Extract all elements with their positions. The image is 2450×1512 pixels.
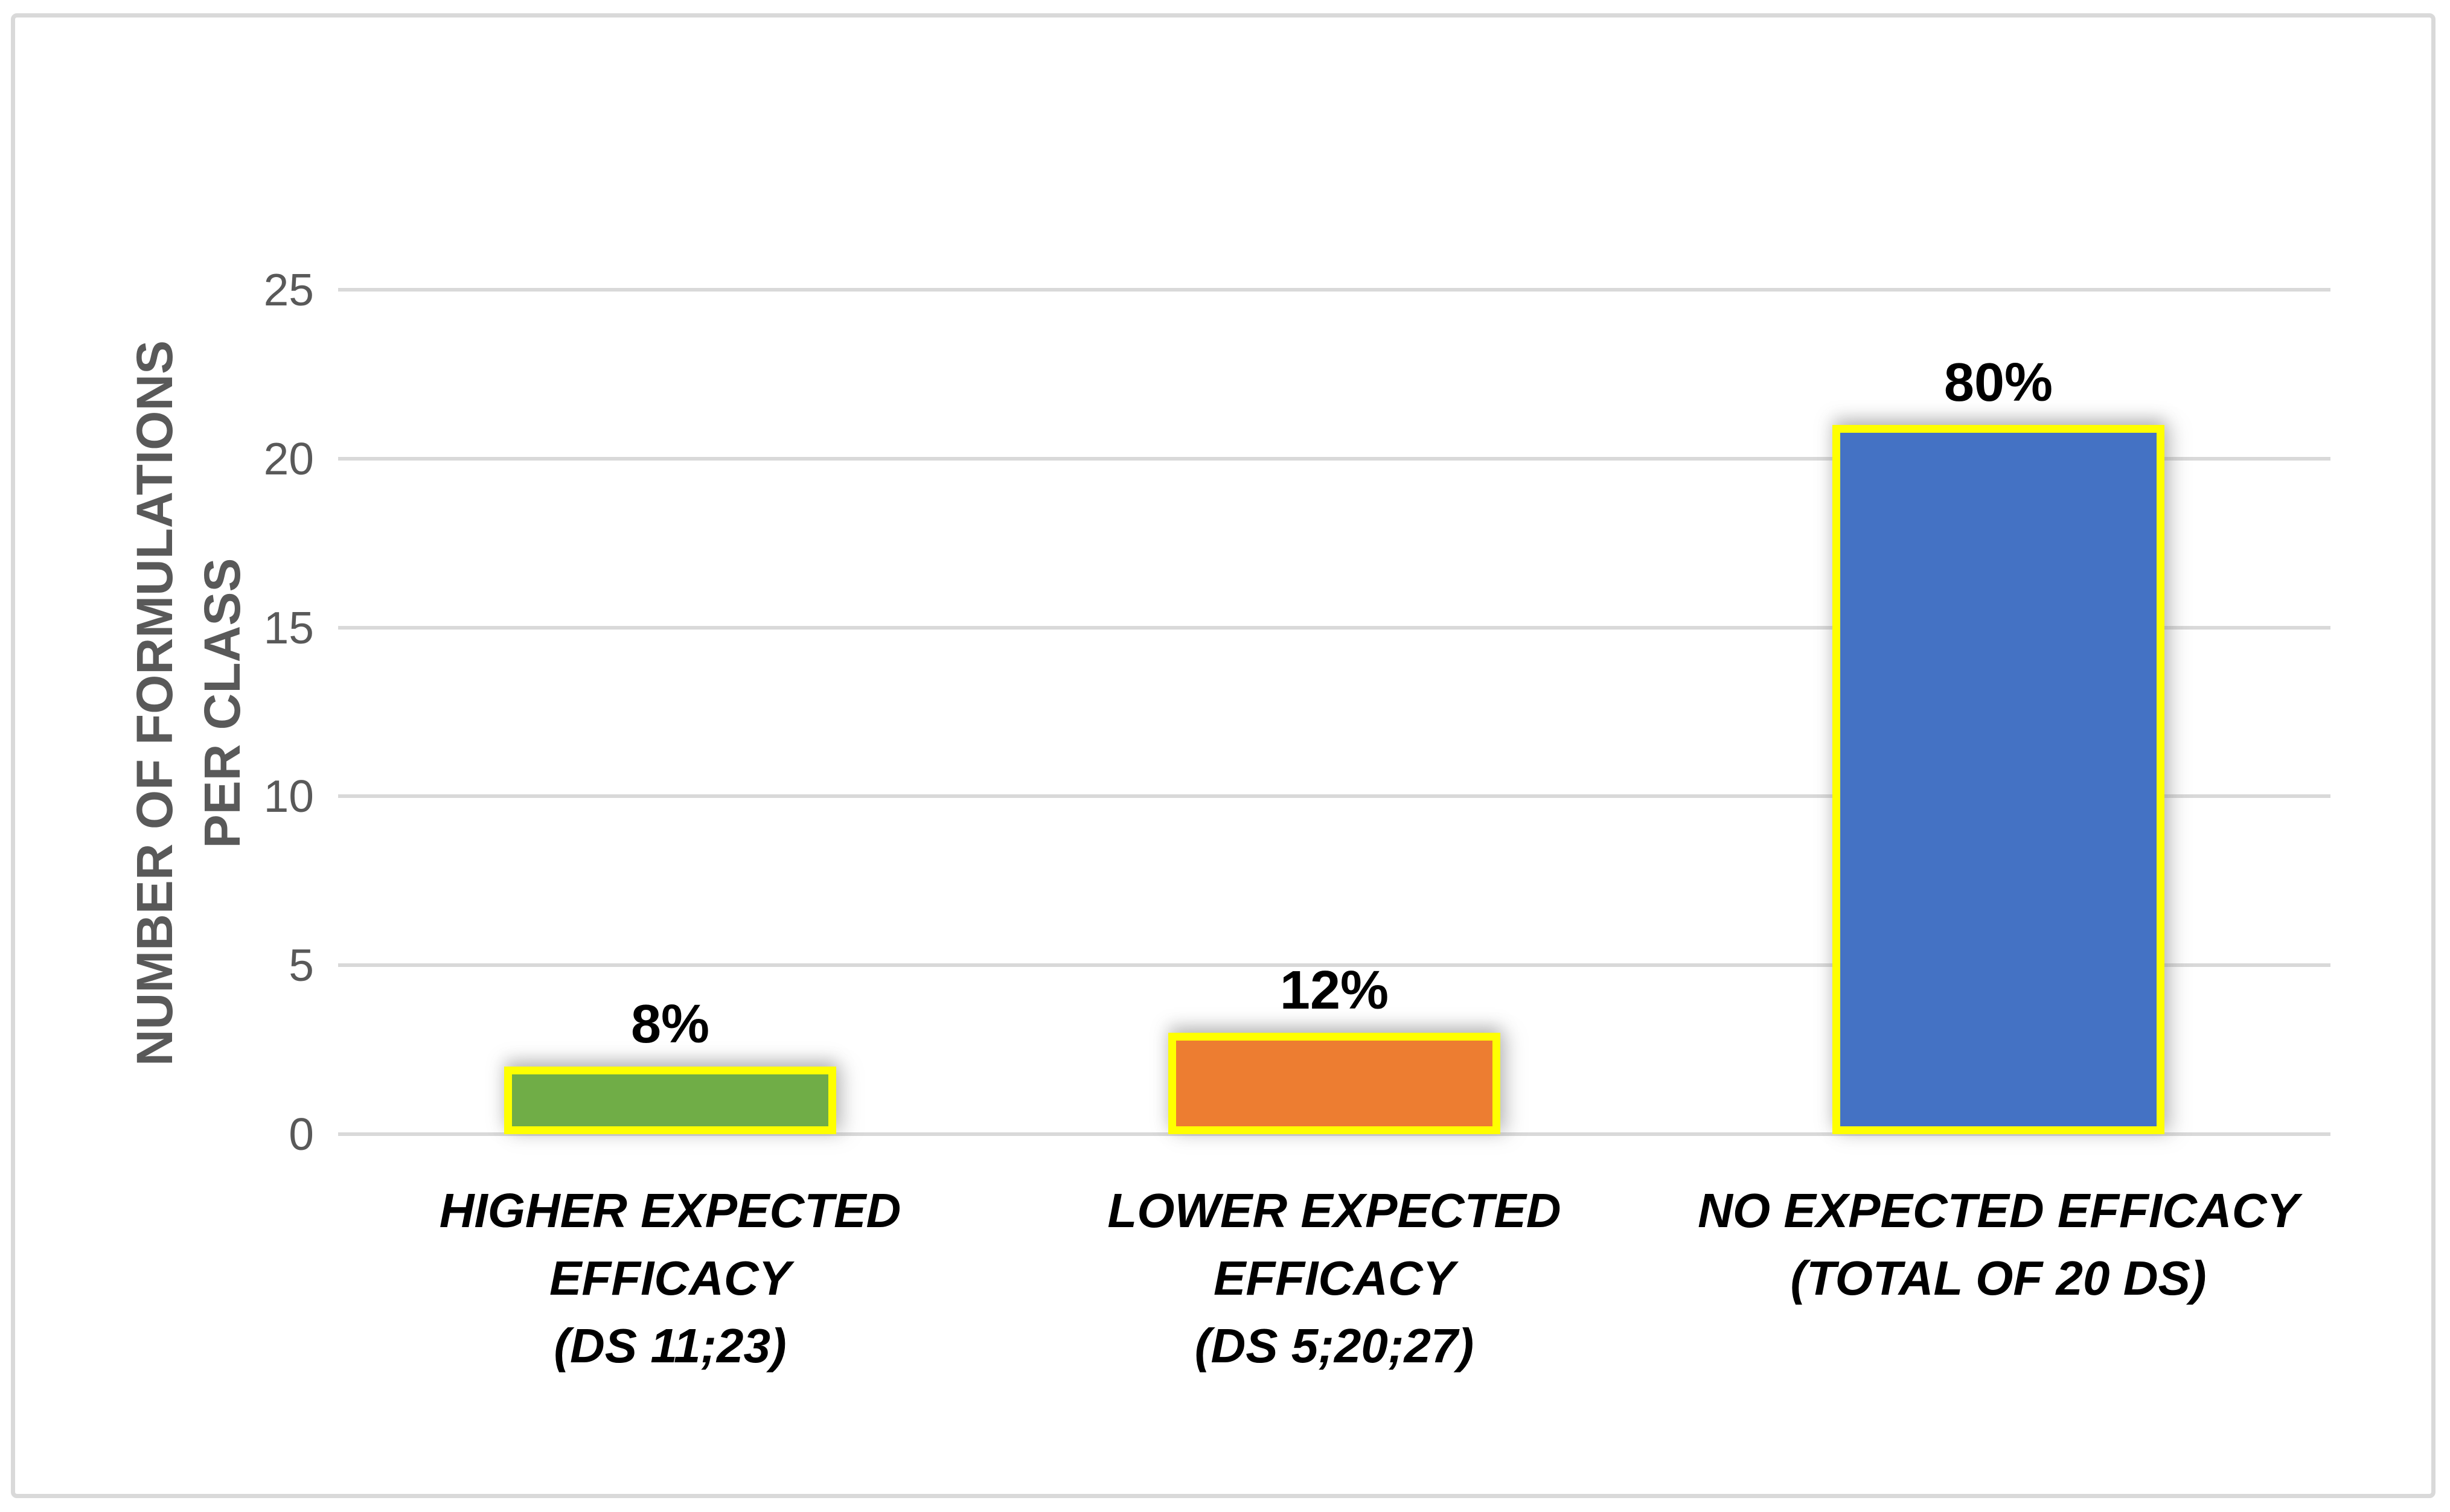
gridline-y-20 xyxy=(338,456,2330,461)
bar-2 xyxy=(1168,1033,1500,1134)
bar-data-label-1: 8% xyxy=(630,994,710,1055)
plot-area: 8% 12% 80% xyxy=(338,288,2330,1136)
gridline-y-0 xyxy=(338,1132,2330,1136)
bar-data-label-3: 80% xyxy=(1943,352,2053,413)
gridline-y-15 xyxy=(338,625,2330,630)
y-axis-title-text: NUMBER OF FORMULATIONS PER CLASS xyxy=(126,340,251,1067)
y-tick-label-5: 5 xyxy=(289,940,314,991)
gridline-y-10 xyxy=(338,794,2330,799)
bar-data-label-2: 12% xyxy=(1279,960,1389,1021)
y-tick-label-0: 0 xyxy=(289,1109,314,1160)
y-tick-label-10: 10 xyxy=(263,771,314,822)
y-tick-label-25: 25 xyxy=(263,264,314,315)
y-tick-label-20: 20 xyxy=(263,433,314,484)
gridline-y-25 xyxy=(338,288,2330,292)
y-tick-label-15: 15 xyxy=(263,602,314,653)
bar-1 xyxy=(504,1067,836,1134)
gridline-y-5 xyxy=(338,963,2330,968)
category-label-3: NO EXPECTED EFFICACY (TOTAL OF 20 DS) xyxy=(1698,1184,2299,1305)
category-label-1: HIGHER EXPECTED EFFICACY (DS 11;23) xyxy=(439,1184,901,1373)
category-label-2: LOWER EXPECTED EFFICACY (DS 5;20;27) xyxy=(1107,1184,1561,1373)
bar-3 xyxy=(1832,424,2164,1134)
